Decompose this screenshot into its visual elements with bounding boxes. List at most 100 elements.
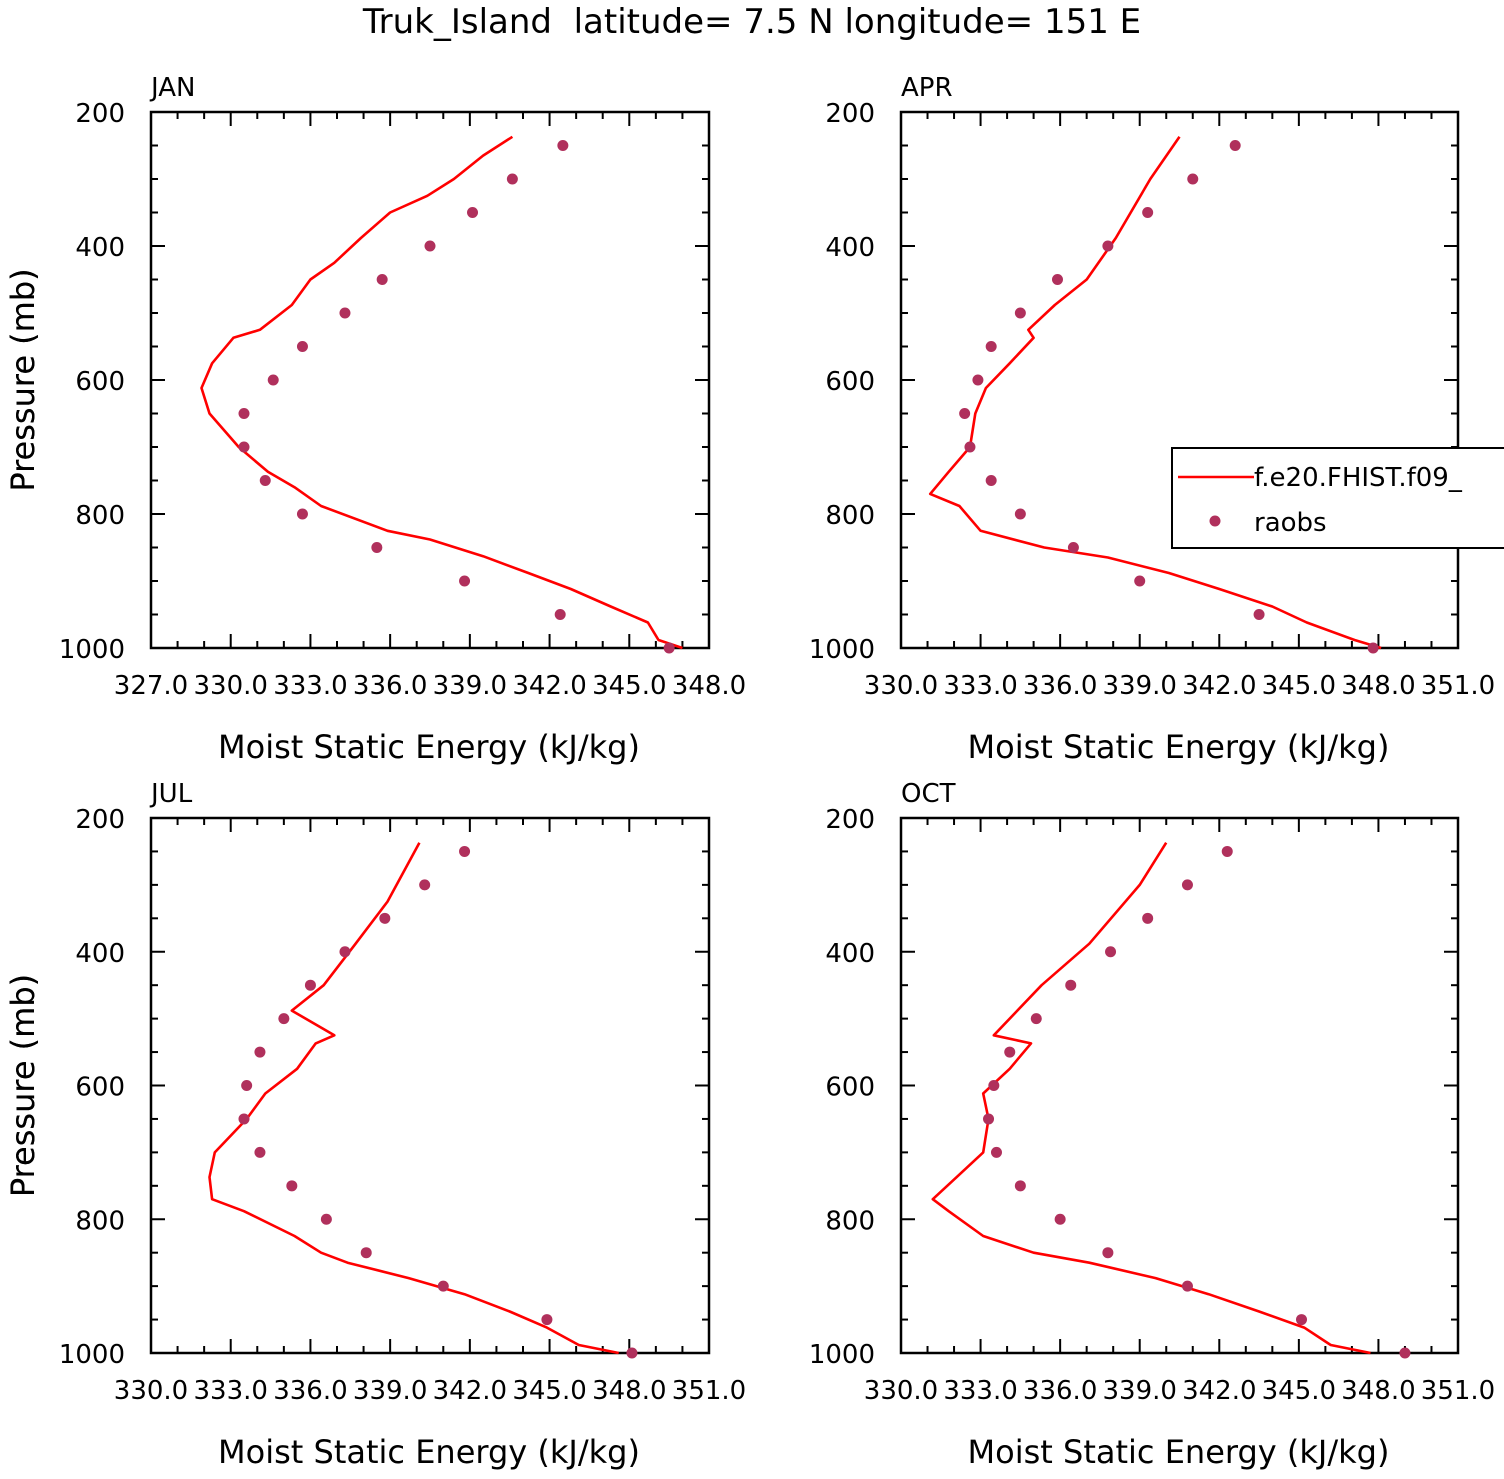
x-tick-label: 336.0	[1023, 671, 1097, 701]
x-tick-label: 339.0	[1102, 1376, 1176, 1406]
obs-point	[1142, 912, 1154, 924]
obs-point	[278, 1013, 290, 1025]
y-tick-label: 800	[75, 501, 125, 531]
y-tick-label: 400	[75, 233, 125, 263]
x-tick-label: 351.0	[672, 1376, 746, 1406]
x-tick-label: 351.0	[1421, 1376, 1495, 1406]
obs-point	[1296, 1314, 1308, 1326]
legend-model-label: f.e20.FHIST.f09_	[1254, 463, 1463, 493]
obs-point	[1051, 274, 1063, 285]
obs-point	[554, 609, 566, 620]
obs-point	[238, 408, 250, 419]
x-tick-label: 348.0	[1341, 671, 1415, 701]
obs-point	[1067, 542, 1079, 553]
figure-title: Truk_Island latitude= 7.5 N longitude= 1…	[362, 2, 1141, 42]
obs-point	[972, 374, 984, 386]
obs-point	[304, 979, 316, 991]
obs-point	[267, 374, 279, 386]
obs-point	[1253, 609, 1265, 620]
x-tick-label: 330.0	[864, 1376, 938, 1406]
y-tick-label: 200	[75, 99, 125, 129]
y-tick-label: 200	[75, 805, 125, 835]
panel-label: OCT	[901, 779, 956, 809]
obs-point	[1399, 1347, 1411, 1359]
obs-point	[459, 575, 471, 587]
obs-point	[254, 1146, 266, 1158]
x-tick-label: 351.0	[1421, 671, 1495, 701]
obs-point	[1142, 207, 1154, 218]
obs-point	[557, 140, 569, 151]
y-tick-label: 1000	[809, 1340, 875, 1370]
legend: f.e20.FHIST.f09_raobs	[1171, 447, 1504, 549]
x-tick-label: 330.0	[193, 671, 267, 701]
obs-point	[506, 173, 518, 185]
y-tick-label: 1000	[59, 1340, 125, 1370]
obs-point	[959, 408, 971, 419]
obs-point	[320, 1213, 332, 1225]
panel-jul: 330.0 333.0 336.0 339.0 342.0 345.0 348.0 351.0…	[4, 779, 746, 1471]
panel-label: JAN	[149, 73, 195, 103]
x-tick-label: 345.0	[1262, 1376, 1336, 1406]
y-tick-label: 200	[825, 99, 875, 129]
y-tick-label: 800	[75, 1206, 125, 1236]
x-axis-label: Moist Static Energy (kJ/kg)	[218, 728, 640, 766]
obs-point	[360, 1247, 372, 1259]
obs-point	[1004, 1046, 1016, 1058]
x-tick-label: 348.0	[672, 671, 746, 701]
y-tick-label: 1000	[59, 635, 125, 665]
obs-point	[1030, 1013, 1042, 1025]
obs-point	[988, 1080, 1000, 1091]
y-axis-label: Pressure (mb)	[4, 974, 42, 1197]
x-tick-label: 330.0	[114, 1376, 188, 1406]
y-axis-label: Pressure (mb)	[4, 268, 42, 491]
x-tick-label: 345.0	[512, 1376, 586, 1406]
obs-point	[1014, 307, 1026, 319]
x-tick-label: 336.0	[273, 1376, 347, 1406]
obs-point	[238, 1113, 250, 1125]
obs-point	[983, 1113, 995, 1125]
y-axis-label: Pressure (mb)	[4, 974, 42, 1197]
x-tick-label: 345.0	[592, 671, 666, 701]
y-tick-label: 600	[825, 1073, 875, 1103]
plot-frame	[149, 110, 711, 650]
obs-point	[459, 845, 471, 857]
x-tick-label: 333.0	[193, 1376, 267, 1406]
obs-point	[990, 1146, 1002, 1158]
obs-point	[985, 475, 997, 486]
obs-point	[985, 341, 997, 352]
x-tick-label: 339.0	[433, 671, 507, 701]
panel-apr: 330.0 333.0 336.0 339.0 342.0 345.0 348.0 351.0…	[4, 73, 1495, 766]
obs-point	[424, 240, 436, 252]
y-tick-label: 400	[825, 939, 875, 969]
obs-point	[371, 542, 383, 553]
model-line	[931, 842, 1371, 1355]
obs-point	[1105, 946, 1117, 958]
y-tick-label: 1000	[809, 635, 875, 665]
x-tick-label: 327.0	[114, 671, 188, 701]
y-tick-label: 400	[825, 233, 875, 263]
y-axis-label: Pressure (mb)	[4, 268, 42, 491]
y-tick-label: 600	[75, 367, 125, 397]
obs-point	[1054, 1213, 1066, 1225]
model-line	[928, 136, 1382, 650]
y-tick-label: 200	[825, 805, 875, 835]
obs-point	[376, 274, 388, 285]
panel-label: JUL	[149, 779, 193, 809]
plot-frame	[899, 110, 1460, 650]
obs-point	[1221, 845, 1233, 857]
x-tick-label: 342.0	[1182, 671, 1256, 701]
panel-jan: 327.0 330.0 333.0 336.0 339.0 342.0 345.0 348.0…	[4, 73, 746, 766]
obs-point	[437, 1280, 449, 1292]
y-tick-label: 800	[825, 1206, 875, 1236]
x-tick-label: 336.0	[353, 671, 427, 701]
x-axis-label: Moist Static Energy (kJ/kg)	[218, 1433, 640, 1471]
x-tick-label: 345.0	[1262, 671, 1336, 701]
legend-obs-label: raobs	[1254, 508, 1327, 538]
x-tick-label: 333.0	[943, 1376, 1017, 1406]
panel-oct: 330.0 333.0 336.0 339.0 342.0 345.0 348.0 351.0…	[4, 779, 1495, 1471]
obs-point	[1181, 879, 1193, 891]
plot-frame	[899, 816, 1460, 1355]
x-axis-label: Moist Static Energy (kJ/kg)	[968, 1433, 1390, 1471]
obs-point	[1229, 140, 1241, 151]
